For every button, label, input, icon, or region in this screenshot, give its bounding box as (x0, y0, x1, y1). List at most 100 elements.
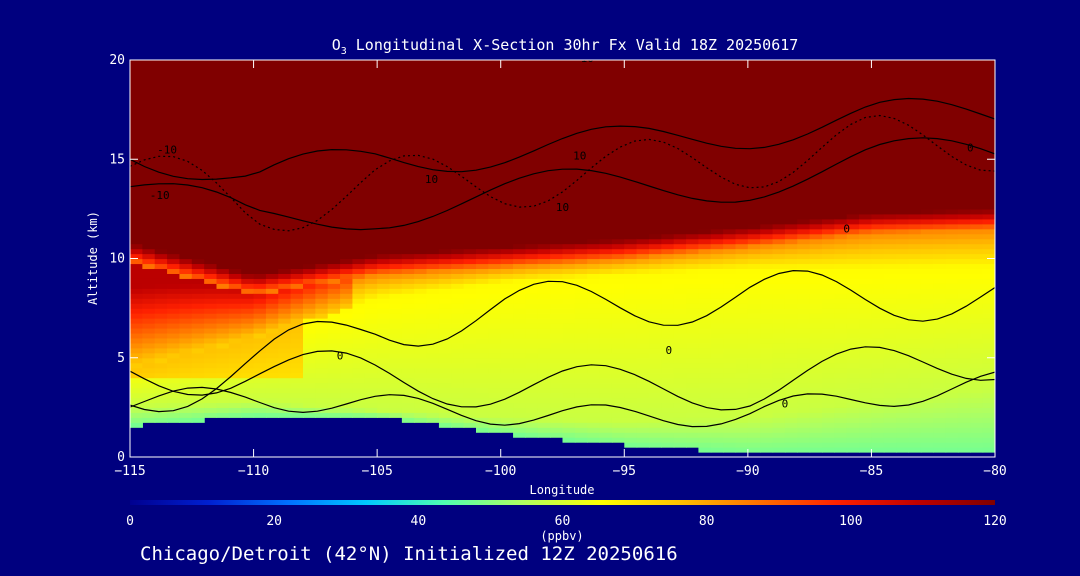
field-cell (191, 203, 205, 210)
field-cell (389, 74, 403, 81)
field-cell (241, 352, 255, 359)
field-cell (834, 293, 848, 299)
field-cell (920, 119, 934, 126)
field-cell (438, 79, 452, 86)
field-cell (883, 243, 897, 250)
field-cell (364, 89, 378, 96)
field-cell (142, 94, 156, 101)
field-cell (772, 238, 786, 245)
field-cell (587, 233, 601, 240)
field-cell (414, 193, 428, 200)
field-cell (500, 203, 514, 210)
field-cell (525, 213, 539, 220)
field-cell (760, 60, 774, 66)
field-cell (871, 392, 885, 399)
field-cell (315, 69, 329, 76)
field-cell (290, 179, 304, 185)
field-cell (476, 84, 489, 91)
field-cell (636, 164, 650, 170)
field-cell (414, 357, 428, 364)
field-cell (154, 164, 168, 170)
field-cell (315, 174, 329, 180)
field-cell (142, 139, 156, 145)
field-cell (920, 104, 934, 111)
field-cell (920, 154, 934, 160)
field-cell (822, 263, 835, 270)
field-cell (809, 258, 823, 265)
field-cell (562, 213, 576, 220)
field-cell (290, 318, 304, 324)
field-cell (414, 189, 428, 195)
field-cell (723, 238, 737, 245)
field-cell (809, 94, 823, 101)
field-cell (488, 407, 502, 413)
field-cell (525, 387, 539, 394)
field-cell (290, 149, 304, 155)
field-cell (784, 347, 798, 354)
field-cell (550, 397, 564, 404)
field-cell (859, 243, 873, 250)
field-cell (451, 278, 465, 284)
field-cell (216, 174, 230, 180)
field-cell (859, 397, 873, 404)
field-cell (303, 84, 316, 91)
field-cell (747, 248, 761, 255)
field-cell (772, 323, 786, 329)
field-cell (834, 253, 848, 260)
field-cell (896, 392, 910, 399)
field-cell (562, 293, 576, 299)
field-cell (130, 397, 143, 404)
field-cell (303, 362, 316, 369)
field-cell (179, 253, 193, 260)
field-cell (550, 303, 564, 309)
field-cell (871, 69, 885, 76)
field-cell (649, 89, 662, 96)
field-cell (896, 432, 910, 438)
field-cell (513, 377, 527, 384)
field-cell (303, 94, 316, 101)
field-cell (611, 417, 625, 423)
field-cell (364, 298, 378, 304)
field-cell (723, 129, 737, 136)
field-cell (253, 313, 267, 319)
field-cell (463, 263, 477, 270)
field-cell (414, 84, 428, 91)
field-cell (389, 327, 403, 334)
field-cell (723, 174, 737, 180)
field-cell (476, 238, 489, 245)
field-cell (920, 248, 934, 255)
field-cell (920, 327, 934, 334)
field-cell (933, 288, 947, 294)
field-cell (550, 74, 564, 81)
field-cell (636, 268, 650, 274)
field-cell (760, 268, 774, 274)
field-cell (303, 258, 316, 265)
field-cell (846, 104, 860, 111)
field-cell (204, 109, 218, 116)
field-cell (241, 79, 255, 86)
field-cell (883, 327, 897, 334)
field-cell (327, 337, 341, 344)
field-cell (599, 437, 613, 443)
field-cell (377, 169, 391, 175)
field-cell (784, 437, 798, 443)
field-cell (438, 119, 452, 126)
field-cell (846, 427, 860, 433)
field-cell (649, 357, 662, 364)
field-cell (191, 109, 205, 116)
field-cell (574, 288, 588, 294)
field-cell (241, 69, 255, 76)
field-cell (438, 64, 452, 71)
field-cell (253, 412, 267, 418)
field-cell (204, 238, 218, 245)
field-cell (883, 362, 897, 369)
field-cell (241, 228, 255, 235)
field-cell (636, 412, 650, 418)
field-cell (822, 412, 835, 418)
field-cell (537, 134, 551, 140)
field-cell (896, 357, 910, 364)
field-cell (896, 124, 910, 131)
field-cell (624, 238, 638, 245)
field-cell (476, 407, 489, 413)
field-cell (377, 332, 391, 339)
